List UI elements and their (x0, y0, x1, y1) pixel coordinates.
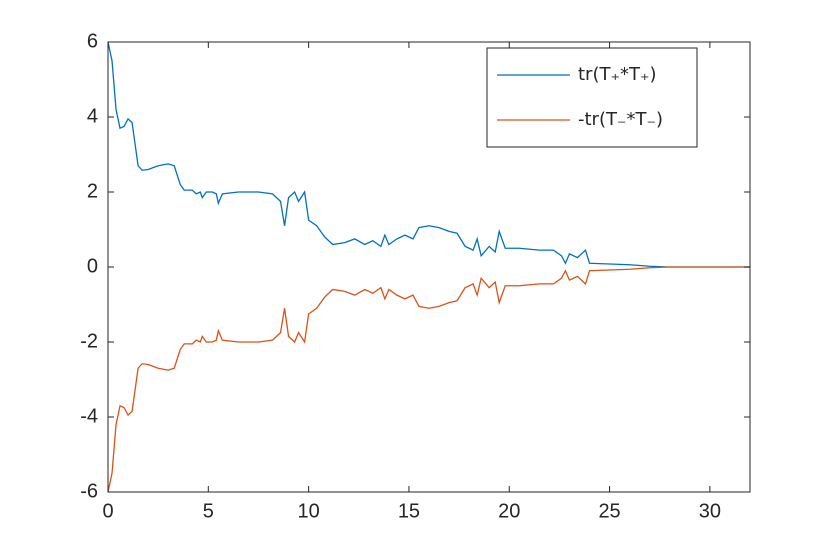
legend-label: tr(T₊*T₊) (578, 64, 657, 85)
series-line (107, 41, 750, 268)
x-tick-label: 5 (203, 500, 214, 522)
x-tick-label: 0 (102, 500, 113, 522)
legend-box (486, 47, 698, 148)
series-line (107, 266, 750, 493)
x-tick-label: 30 (699, 500, 721, 522)
y-tick-label: 6 (87, 30, 98, 52)
y-tick-label: -4 (80, 405, 98, 427)
legend-label: -tr(T₋*T₋) (578, 109, 663, 130)
y-tick-label: 0 (87, 255, 98, 277)
y-tick-label: 2 (87, 180, 98, 202)
x-tick-label: 10 (298, 500, 320, 522)
x-tick-label: 20 (498, 500, 520, 522)
x-tick-label: 25 (598, 500, 620, 522)
y-tick-label: -6 (80, 480, 98, 502)
y-tick-label: 4 (87, 105, 98, 127)
y-tick-label: -2 (80, 330, 98, 352)
x-tick-label: 15 (398, 500, 420, 522)
